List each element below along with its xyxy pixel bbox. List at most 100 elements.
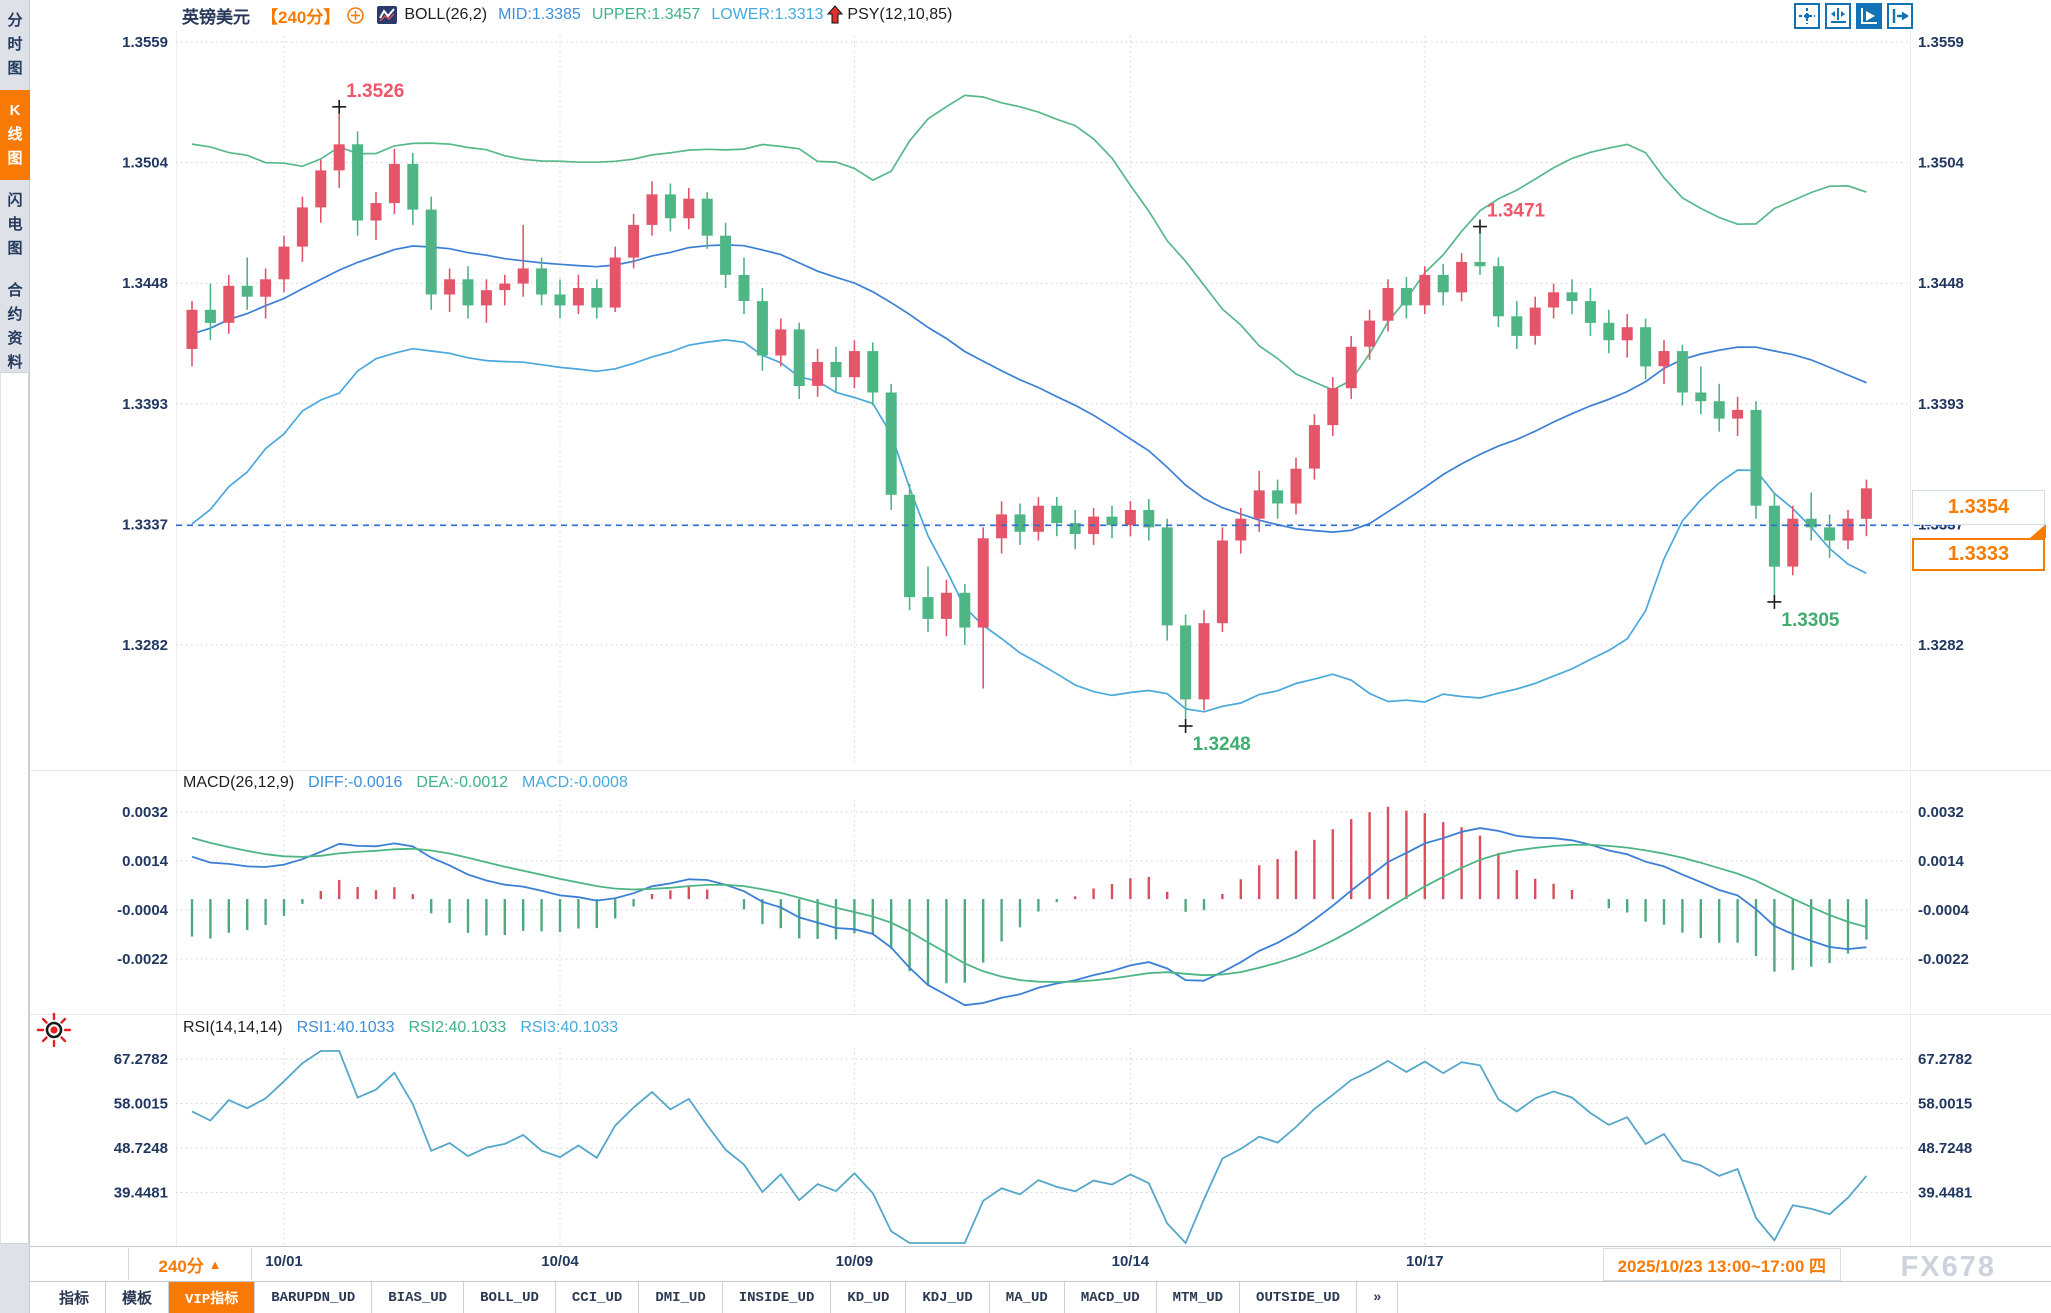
circle-plus-icon[interactable] (346, 6, 365, 25)
svg-text:0.0014: 0.0014 (122, 853, 169, 870)
exit-right-icon[interactable] (1887, 3, 1913, 34)
period-label[interactable]: 【240分】 (261, 7, 341, 27)
svg-text:39.4481: 39.4481 (1918, 1185, 1972, 1202)
tab-CCI_UD[interactable]: CCI_UD (556, 1282, 640, 1313)
plot-right-boundary (1910, 30, 1911, 1246)
svg-text:1.3282: 1.3282 (122, 637, 168, 654)
tab-INSIDE_UD[interactable]: INSIDE_UD (723, 1282, 832, 1313)
tab-MACD_UD[interactable]: MACD_UD (1065, 1282, 1157, 1313)
rsi3-value: RSI3:40.1033 (520, 1019, 619, 1036)
period-up-arrow-icon: ▲ (208, 1256, 222, 1272)
boll-name: BOLL(26,2) (404, 6, 488, 23)
macd-header: MACD(26,12,9) DIFF:-0.0016 DEA:-0.0012 M… (183, 774, 642, 792)
rsi2-value: RSI2:40.1033 (408, 1019, 507, 1036)
crosshair-grid-icon[interactable] (1794, 3, 1820, 34)
period-selector[interactable]: 240分 ▲ (128, 1248, 252, 1280)
macd-chart-canvas[interactable]: 0.0032 0.0032 0.0014 0.0014 -0.0004 -0.0004 -0… (0, 800, 2051, 1012)
red-up-arrow-icon (827, 5, 844, 25)
tab-MA_UD[interactable]: MA_UD (990, 1282, 1065, 1313)
svg-text:1.3393: 1.3393 (122, 396, 168, 413)
candlestick-chart-canvas[interactable]: 1.3559 1.3559 1.3504 1.3504 1.3448 1.3448 1.33… (0, 30, 2051, 770)
macd-name: MACD(26,12,9) (183, 774, 295, 791)
session-range: 2025/10/23 13:00~17:00 四 (1602, 1248, 1841, 1281)
tab-»[interactable]: » (1357, 1282, 1399, 1313)
svg-text:39.4481: 39.4481 (114, 1185, 168, 1202)
sidebar-item-2[interactable]: 闪电图 (7, 192, 23, 257)
rsi-header: RSI(14,14,14) RSI1:40.1033 RSI2:40.1033 … (183, 1019, 632, 1037)
tab-OUTSIDE_UD[interactable]: OUTSIDE_UD (1240, 1282, 1358, 1313)
chart-header: 英镑美元 【240分】 BOLL(26,2) MID:1.3385 UPPER:… (30, 0, 2051, 30)
price-tag-current: 1.3333 (1912, 538, 2045, 571)
macd-dea-value: DEA:-0.0012 (416, 774, 509, 791)
sidebar-empty-panel (1, 372, 29, 1244)
svg-text:0.0014: 0.0014 (1918, 853, 1965, 870)
tab-VIP指标[interactable]: VIP指标 (169, 1282, 256, 1313)
svg-text:1.3504: 1.3504 (1918, 155, 1965, 172)
date-tick-10/01: 10/01 (265, 1253, 303, 1270)
panel-separator (30, 770, 2051, 771)
tab-BIAS_UD[interactable]: BIAS_UD (372, 1282, 465, 1313)
sidebar-item-0[interactable]: 分时图 (7, 12, 23, 77)
svg-text:1.3559: 1.3559 (1918, 34, 1964, 51)
svg-text:-0.0004: -0.0004 (117, 902, 169, 919)
rsi-name: RSI(14,14,14) (183, 1019, 283, 1036)
red-sun-icon[interactable] (36, 1012, 72, 1053)
date-tick-10/14: 10/14 (1111, 1253, 1150, 1270)
svg-text:67.2782: 67.2782 (114, 1051, 168, 1068)
symbol-title: 英镑美元 (182, 7, 250, 27)
svg-text:58.0015: 58.0015 (1918, 1096, 1972, 1113)
svg-text:1.3337: 1.3337 (122, 516, 168, 533)
sidebar-item-3[interactable]: 合约资料 (7, 282, 23, 371)
svg-text:1.3448: 1.3448 (1918, 275, 1964, 292)
tab-BARUPDN_UD[interactable]: BARUPDN_UD (255, 1282, 373, 1313)
rsi-chart-canvas[interactable]: 67.2782 67.2782 58.0015 58.0015 48.7248 48.72… (0, 1048, 2051, 1246)
svg-text:1.3305: 1.3305 (1781, 610, 1840, 631)
tab-模板[interactable]: 模板 (106, 1282, 170, 1313)
svg-text:1.3448: 1.3448 (122, 275, 168, 292)
tab-MTM_UD[interactable]: MTM_UD (1157, 1282, 1241, 1313)
price-tag-arrow-icon (2030, 524, 2046, 538)
svg-text:1.3526: 1.3526 (346, 81, 404, 102)
chart-toolbar (1794, 3, 1913, 34)
macd-diff-value: DIFF:-0.0016 (308, 774, 403, 791)
boll-mid-value: MID:1.3385 (498, 6, 581, 23)
psy-name: PSY(12,10,85) (847, 6, 953, 23)
svg-text:1.3248: 1.3248 (1193, 734, 1251, 755)
play-axis-active-icon[interactable] (1856, 3, 1882, 34)
svg-text:-0.0022: -0.0022 (1918, 951, 1969, 968)
boll-upper-value: UPPER:1.3457 (591, 6, 701, 23)
tab-KD_UD[interactable]: KD_UD (831, 1282, 907, 1313)
svg-text:1.3504: 1.3504 (122, 155, 169, 172)
svg-text:-0.0022: -0.0022 (117, 951, 168, 968)
date-tick-10/09: 10/09 (835, 1253, 874, 1270)
svg-text:1.3559: 1.3559 (122, 34, 168, 51)
tab-KDJ_UD[interactable]: KDJ_UD (906, 1282, 990, 1313)
tab-BOLL_UD[interactable]: BOLL_UD (464, 1282, 556, 1313)
period-selector-label: 240分 (158, 1256, 204, 1276)
boll-lower-value: LOWER:1.3313 (711, 6, 824, 23)
tab-DMI_UD[interactable]: DMI_UD (639, 1282, 723, 1313)
panel-separator (30, 1014, 2051, 1015)
svg-text:67.2782: 67.2782 (1918, 1051, 1972, 1068)
svg-text:1.3471: 1.3471 (1487, 201, 1546, 222)
tab-指标[interactable]: 指标 (43, 1282, 107, 1313)
chart-zigzag-icon[interactable] (376, 4, 398, 26)
plot-left-boundary (176, 30, 177, 1246)
indicator-tabbar: 指标 模板 VIP指标 BARUPDN_UD BIAS_UD BOLL_UD CCI_UD D… (30, 1281, 2051, 1313)
macd-value: MACD:-0.0008 (522, 774, 628, 791)
time-axis-row: 240分 ▲ 10/01 10/04 10/09 10/14 10/17 2025/10… (30, 1246, 2051, 1283)
watermark: FX678 (1900, 1251, 1996, 1283)
price-tag-last: 1.3354 (1912, 490, 2045, 525)
svg-text:0.0032: 0.0032 (1918, 804, 1964, 821)
svg-text:48.7248: 48.7248 (1918, 1140, 1972, 1157)
svg-text:1.3393: 1.3393 (1918, 396, 1964, 413)
date-tick-10/17: 10/17 (1406, 1253, 1444, 1270)
rsi1-value: RSI1:40.1033 (296, 1019, 395, 1036)
svg-text:0.0032: 0.0032 (122, 804, 168, 821)
svg-text:58.0015: 58.0015 (114, 1096, 168, 1113)
date-tick-10/04: 10/04 (541, 1253, 579, 1270)
fit-axis-icon[interactable] (1825, 3, 1851, 34)
svg-text:-0.0004: -0.0004 (1918, 902, 1970, 919)
